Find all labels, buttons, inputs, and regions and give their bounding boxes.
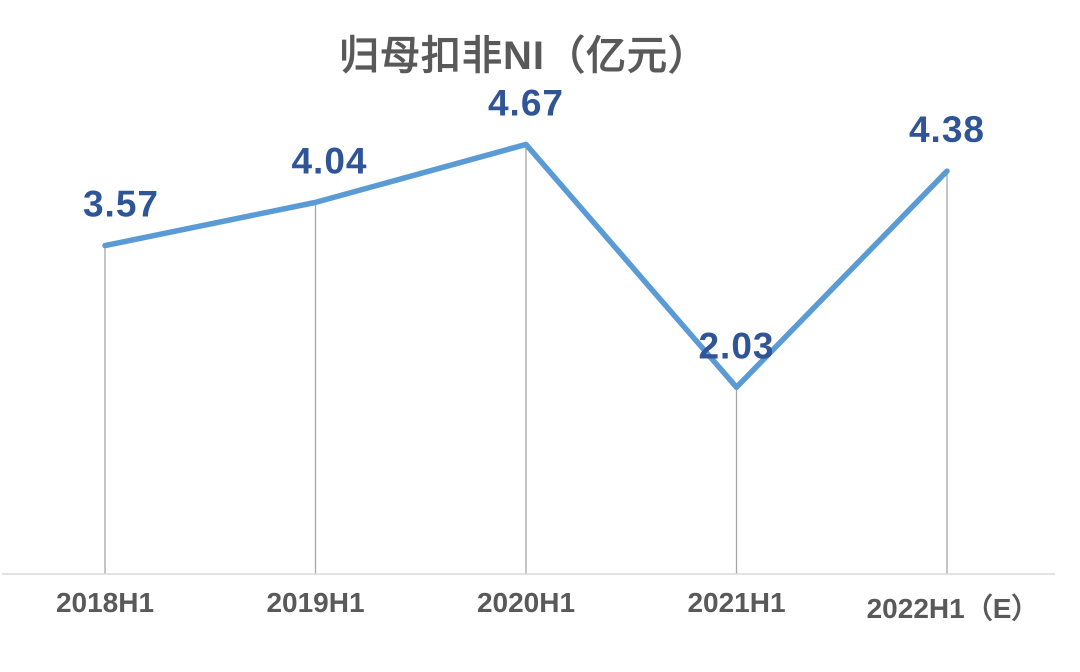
data-labels: 3.57 4.04 4.67 2.03 4.38 [83,82,985,366]
data-label-2022H1（E）: 4.38 [909,109,985,150]
data-label-2020H1: 4.67 [488,82,564,123]
x-axis-label-2020H1: 2020H1 [477,587,575,618]
series-line [102,141,950,391]
chart-title: 归母扣非NI（亿元） [339,34,709,78]
data-label-2018H1: 3.57 [83,184,159,225]
x-axis-labels: 2018H1 2019H1 2020H1 2021H1 2022H1（E） [56,587,1039,624]
data-label-2019H1: 4.04 [291,140,367,181]
x-axis-label-2018H1: 2018H1 [56,587,154,618]
drop-lines [104,144,948,574]
x-axis-label-2019H1: 2019H1 [266,587,364,618]
data-label-2021H1: 2.03 [698,325,774,366]
x-axis-label-2021H1: 2021H1 [687,587,785,618]
x-axis-label-2022H1（E）: 2022H1（E） [867,592,1040,624]
